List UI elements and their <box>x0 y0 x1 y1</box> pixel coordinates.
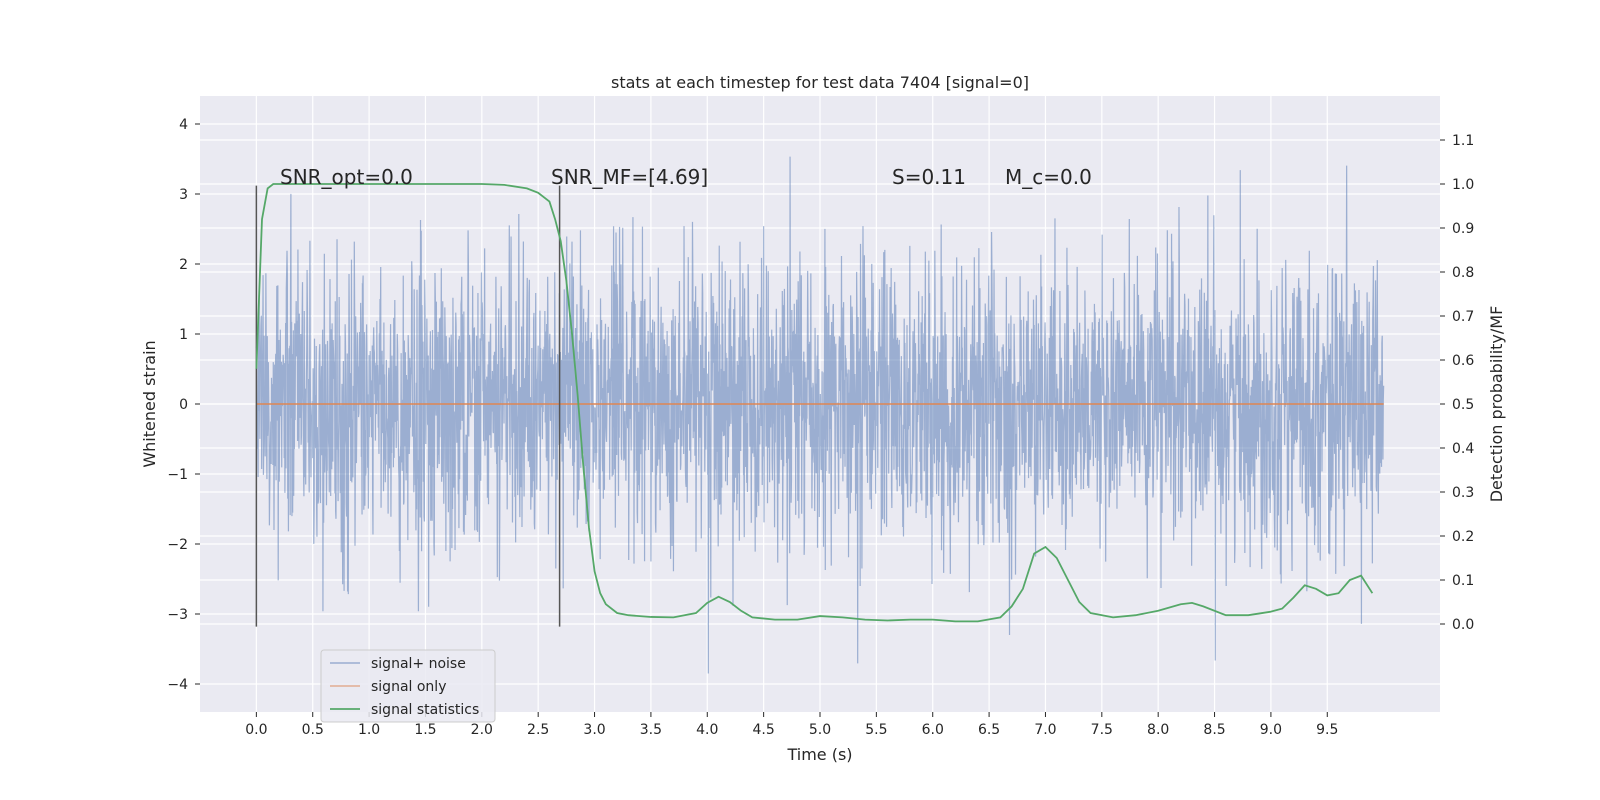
noise-trace <box>255 156 1385 674</box>
x-tick-label-17: 8.5 <box>1203 722 1225 738</box>
y2-tick-label-9: 0.9 <box>1452 221 1474 237</box>
x-tick-label-4: 2.0 <box>471 722 493 738</box>
signal-statistics-line <box>255 183 1374 623</box>
y2-tick-label-6: 0.6 <box>1452 353 1474 369</box>
y-tick-label-7: 3 <box>179 187 188 203</box>
x-tick-label-1: 0.5 <box>302 722 324 738</box>
x-tick-label-8: 4.0 <box>696 722 718 738</box>
y2-tick-label-7: 0.7 <box>1452 309 1474 325</box>
x-axis-label: Time (s) <box>786 745 852 764</box>
x-tick-label-16: 8.0 <box>1147 722 1169 738</box>
y-tick-label-8: 4 <box>179 117 188 133</box>
y2-tick-label-8: 0.8 <box>1452 265 1474 281</box>
x-tick-label-13: 6.5 <box>978 722 1000 738</box>
y2-axis-label: Detection probability/MF <box>1487 306 1506 503</box>
x-tick-label-18: 9.0 <box>1260 722 1282 738</box>
y2-tick-label-1: 0.1 <box>1452 573 1474 589</box>
x-tick-label-11: 5.5 <box>865 722 887 738</box>
y2-tick-label-4: 0.4 <box>1452 441 1474 457</box>
annotation-s: S=0.11 <box>892 165 966 189</box>
annotation-snr-opt: SNR_opt=0.0 <box>280 165 413 189</box>
y-tick-label-3: −1 <box>167 467 188 483</box>
legend-label-signal: signal only <box>371 679 446 695</box>
x-tick-label-3: 1.5 <box>414 722 436 738</box>
y-tick-label-4: 0 <box>179 397 188 413</box>
legend-box <box>320 649 496 723</box>
y-tick-label-5: 1 <box>179 327 188 343</box>
y-tick-label-2: −2 <box>167 537 188 553</box>
x-tick-label-0: 0.0 <box>245 722 267 738</box>
y-tick-label-1: −3 <box>167 607 188 623</box>
x-tick-label-10: 5.0 <box>809 722 831 738</box>
x-tick-label-14: 7.0 <box>1034 722 1056 738</box>
y2-tick-label-2: 0.2 <box>1452 529 1474 545</box>
x-axis-ticks: 0.0 0.5 1.0 1.5 2.0 2.5 3.0 3.5 4.0 4.5 5.0 5.5 6.0 6… <box>245 712 1338 738</box>
x-tick-label-5: 2.5 <box>527 722 549 738</box>
y-tick-label-6: 2 <box>179 257 188 273</box>
y2-axis-ticks: 0.0 0.1 0.2 0.3 0.4 0.5 0.6 0.7 0.8 0.9 1.0 1.1 <box>1440 133 1474 633</box>
annotation-mc: M_c=0.0 <box>1005 165 1092 189</box>
y2-tick-label-3: 0.3 <box>1452 485 1474 501</box>
x-tick-label-7: 3.5 <box>640 722 662 738</box>
y-axis-label: Whitened strain <box>140 340 159 467</box>
x-tick-label-6: 3.0 <box>583 722 605 738</box>
x-tick-label-12: 6.0 <box>922 722 944 738</box>
y2-tick-label-5: 0.5 <box>1452 397 1474 413</box>
legend: signal+ noise signal only signal statist… <box>320 649 496 723</box>
legend-label-stats: signal statistics <box>371 702 479 718</box>
y2-tick-label-11: 1.1 <box>1452 133 1474 149</box>
y-tick-label-0: −4 <box>167 677 188 693</box>
vertical-markers <box>255 185 561 627</box>
y2-tick-label-10: 1.0 <box>1452 177 1474 193</box>
x-tick-label-2: 1.0 <box>358 722 380 738</box>
x-tick-label-9: 4.5 <box>753 722 775 738</box>
annotation-snr-mf: SNR_MF=[4.69] <box>551 165 708 189</box>
signal-noise-series <box>255 156 1385 674</box>
signal-statistics-series <box>255 183 1374 623</box>
legend-label-noise: signal+ noise <box>371 656 466 672</box>
y-axis-ticks: −4 −3 −2 −1 0 1 2 3 4 <box>167 117 200 693</box>
x-tick-label-19: 9.5 <box>1316 722 1338 738</box>
y2-tick-label-0: 0.0 <box>1452 617 1474 633</box>
x-tick-label-15: 7.5 <box>1091 722 1113 738</box>
chart-title: stats at each timestep for test data 740… <box>611 73 1029 92</box>
